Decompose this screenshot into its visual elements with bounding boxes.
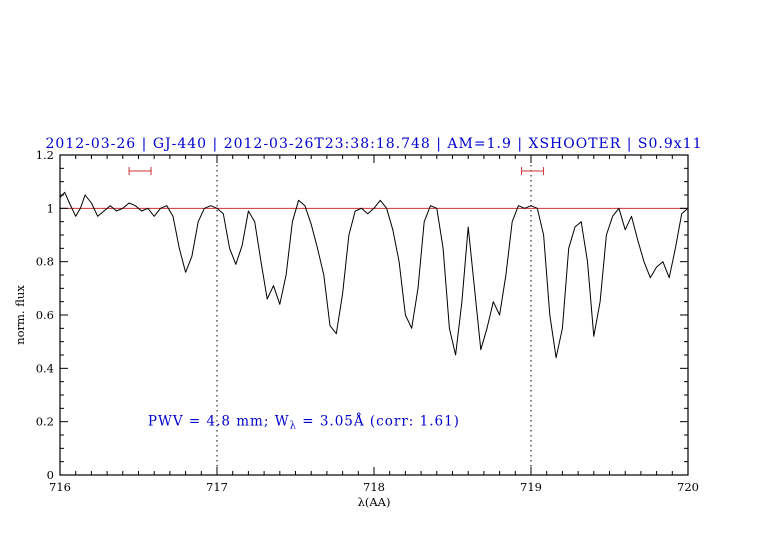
y-tick-label: 1 — [47, 201, 54, 215]
pwv-annotation: PWV = 4.8 mm; Wλ = 3.05Å (corr: 1.61) — [148, 414, 460, 432]
pwv-annotation-subscript: λ — [290, 421, 297, 432]
plot-title: 2012-03-26 | GJ-440 | 2012-03-26T23:38:1… — [46, 136, 703, 152]
y-tick-label: 0.4 — [36, 361, 54, 375]
y-axis-label: norm. flux — [13, 285, 27, 345]
x-tick-label: 716 — [49, 480, 71, 494]
spectrum-line — [59, 191, 689, 359]
pwv-annotation-suffix: = 3.05Å (corr: 1.61) — [297, 414, 460, 430]
y-tick-label: 1.2 — [36, 148, 54, 162]
y-tick-label: 0 — [47, 468, 54, 482]
x-tick-label: 719 — [520, 480, 542, 494]
pwv-annotation-prefix: PWV = 4.8 mm; W — [148, 414, 290, 430]
y-tick-label: 0.2 — [36, 415, 54, 429]
x-tick-label: 718 — [363, 480, 385, 494]
y-tick-label: 0.8 — [36, 255, 54, 269]
x-tick-label: 720 — [677, 480, 699, 494]
plot-content: 716 717 718 719 720 0 0.2 0.4 0.6 0.8 1 1.2 — [36, 148, 699, 494]
x-tick-label: 717 — [206, 480, 228, 494]
y-tick-label: 0.6 — [36, 308, 54, 322]
x-axis-label: λ(AA) — [358, 495, 391, 509]
